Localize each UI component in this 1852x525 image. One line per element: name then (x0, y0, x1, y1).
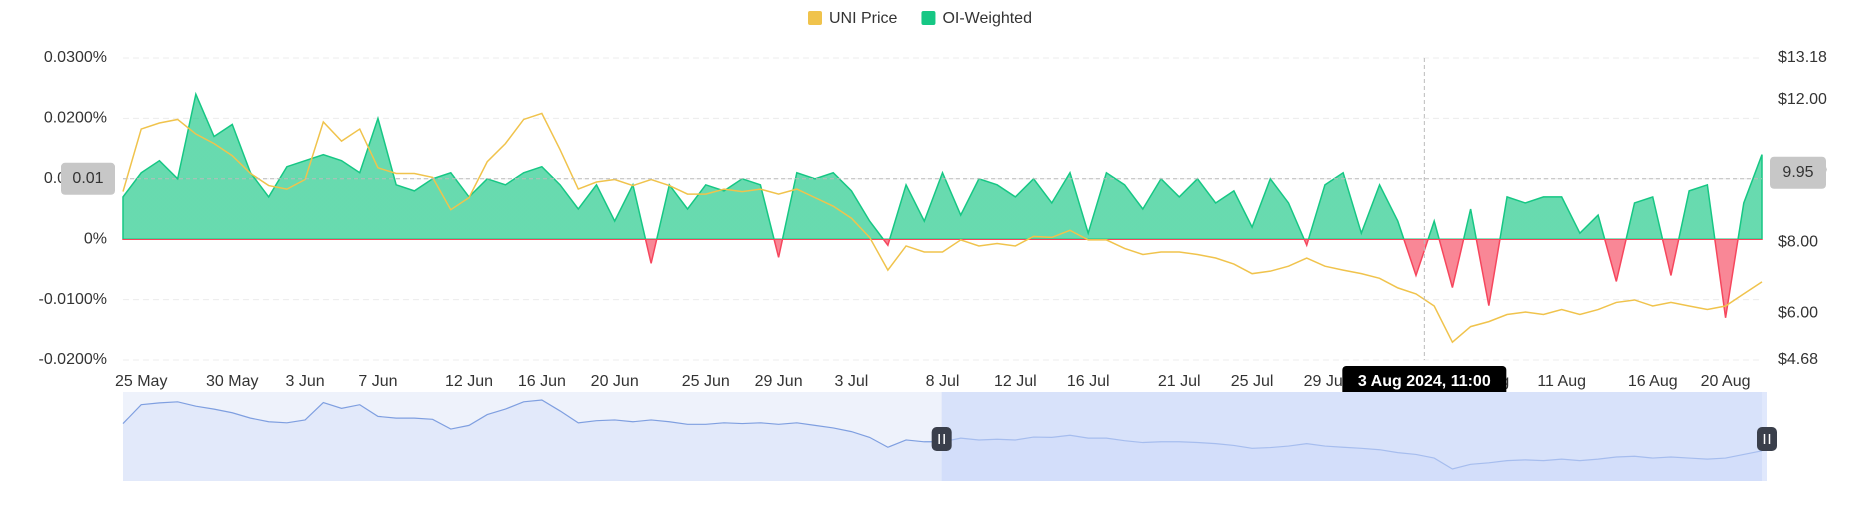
x-tick-label: 3 Jul (835, 373, 869, 390)
x-tick-label: 25 May (115, 373, 167, 390)
price-line (122, 112, 1763, 344)
x-tick-label: 12 Jul (994, 373, 1037, 390)
legend-swatch (808, 11, 822, 25)
legend-swatch (921, 11, 936, 25)
funding-area (122, 91, 1763, 318)
y2-tick-label: $13.18 (1778, 49, 1827, 66)
crosshair-x-box (1342, 366, 1507, 398)
crosshair-x-label: 3 Aug 2024, 11:00 (1358, 373, 1491, 390)
x-tick-label: 20 Jun (591, 373, 639, 390)
x-tick-label: 12 Jun (445, 373, 493, 390)
crosshair-y2-box (1770, 156, 1826, 189)
crosshair-y2-label: 9.95 (1782, 164, 1813, 181)
y-tick-label: 0.0200% (44, 110, 107, 127)
x-tick-label: 16 Jul (1067, 373, 1110, 390)
x-tick-label: 25 Jun (682, 373, 730, 390)
x-tick-label: 11 Aug (1537, 373, 1586, 390)
x-tick-label: 30 May (206, 373, 258, 390)
y-tick-label: -0.0200% (39, 351, 108, 368)
y-tick-label: 0% (84, 230, 107, 247)
x-tick-label: 29 Jun (755, 373, 803, 390)
legend-label: UNI Price (829, 10, 898, 27)
x-tick-label: 21 Jul (1158, 373, 1201, 390)
x-tick-label: 7 Jun (358, 373, 397, 390)
x-tick-label: 16 Aug (1628, 373, 1678, 390)
y-tick-label: 0.0300% (44, 49, 107, 66)
x-tick-label: 29 Jul (1304, 373, 1347, 390)
y2-tick-label: $4.68 (1778, 351, 1818, 368)
x-tick-label: 3 Jun (286, 373, 325, 390)
navigator-handle[interactable] (931, 427, 952, 451)
x-tick-label: 8 Jul (926, 373, 960, 390)
x-tick-label: 20 Aug (1701, 373, 1751, 390)
crosshair-y-label: 0.01 (72, 170, 103, 187)
y2-tick-label: $6.00 (1778, 304, 1818, 321)
x-tick-label: 25 Jul (1231, 373, 1274, 390)
x-tick-label: 16 Jun (518, 373, 566, 390)
legend-label: OI-Weighted (942, 10, 1032, 27)
y-tick-label: -0.0100% (39, 291, 108, 308)
crosshair-y-box (61, 162, 115, 195)
y2-tick-label: $12.00 (1778, 91, 1827, 108)
navigator-handle[interactable] (1757, 427, 1777, 451)
y2-tick-label: $8.00 (1778, 233, 1818, 250)
navigator-selection (941, 392, 1767, 481)
